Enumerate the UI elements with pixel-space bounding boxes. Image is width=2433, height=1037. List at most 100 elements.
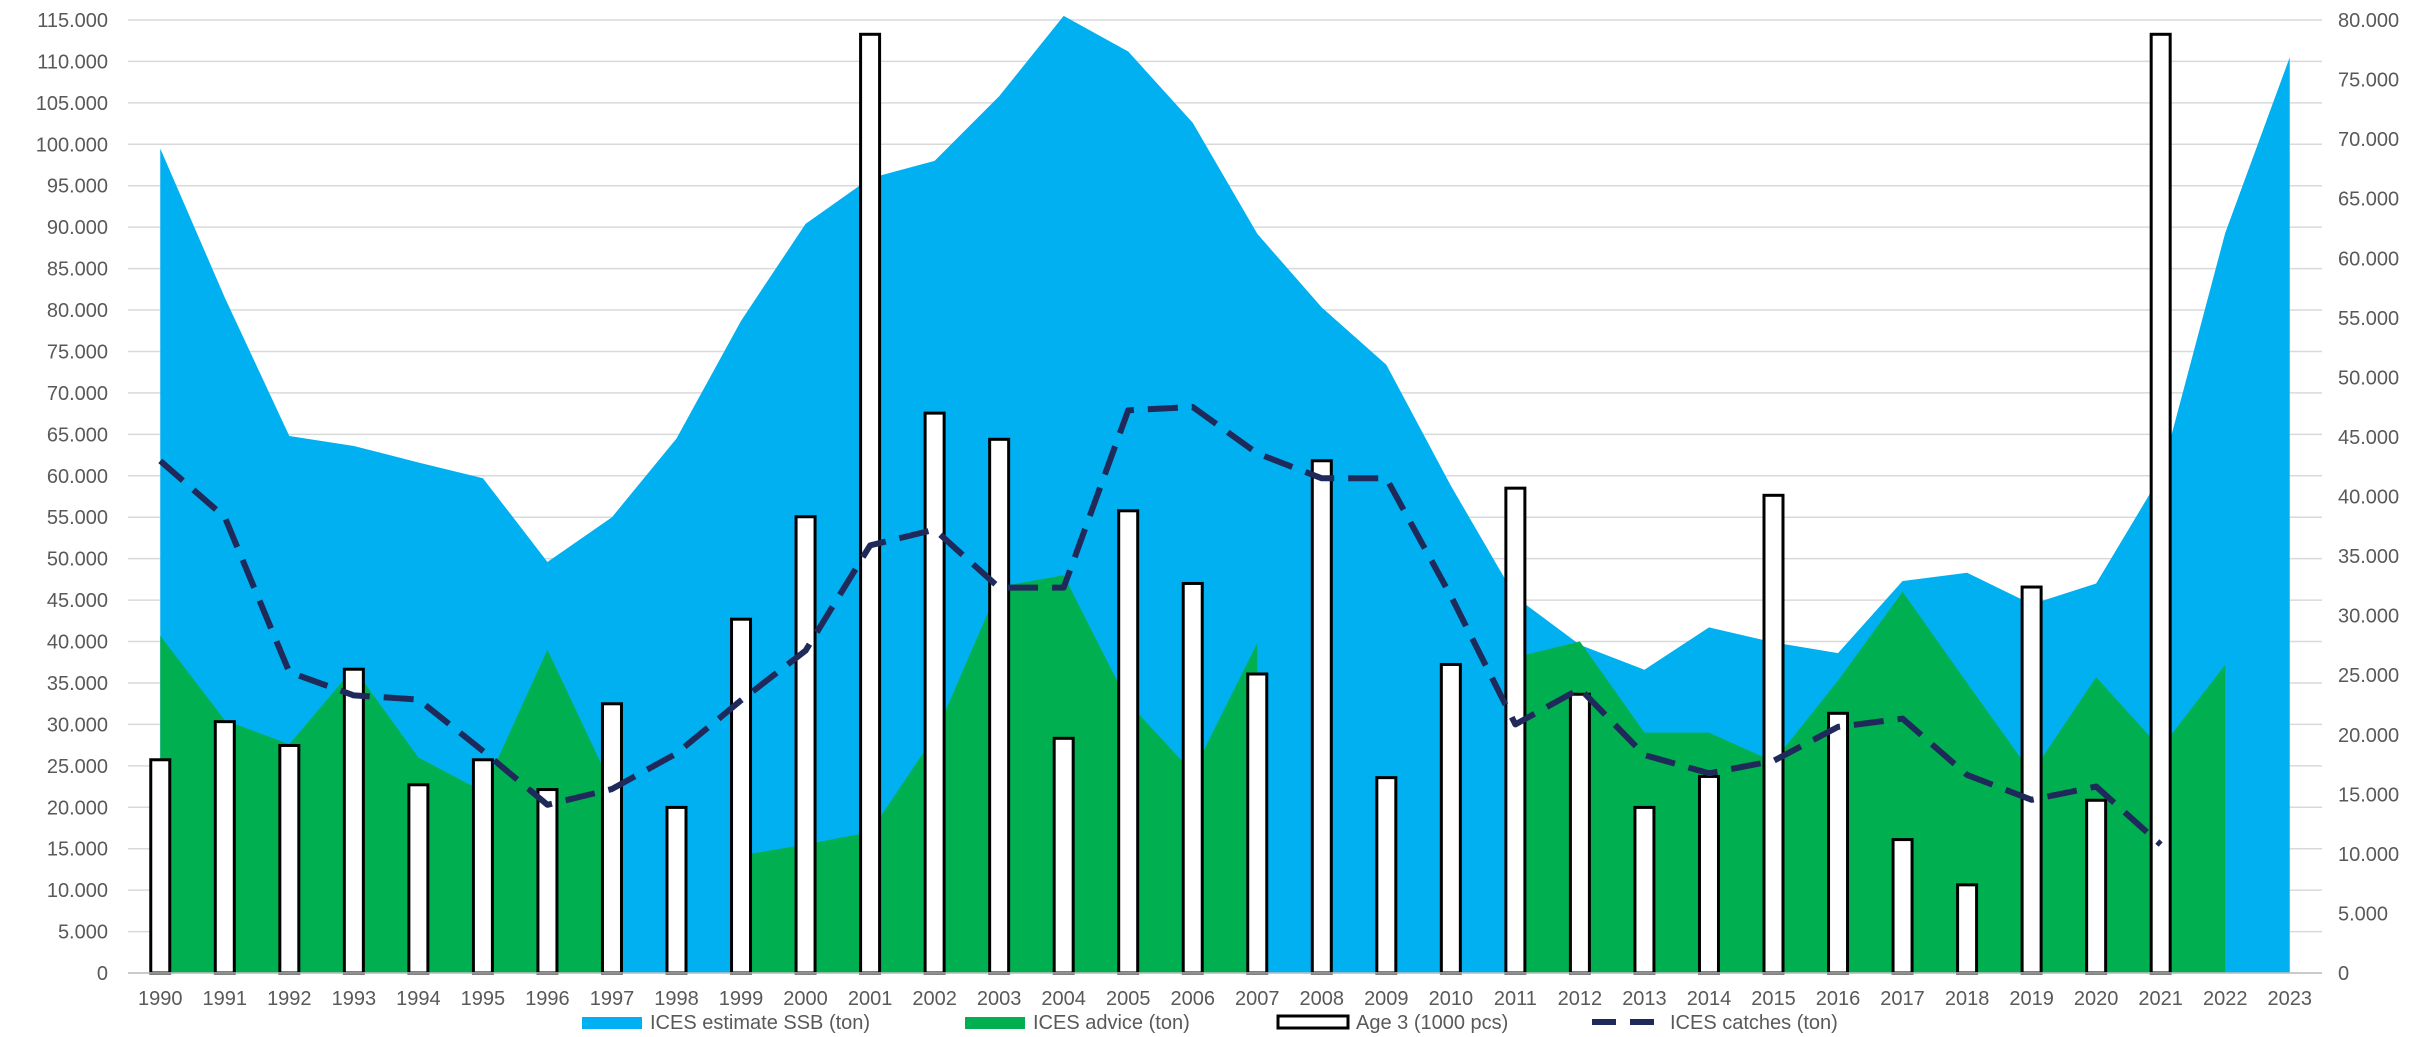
left-axis-tick-label: 115.000: [37, 10, 108, 32]
x-axis-tick-label: 2017: [1880, 988, 1925, 1010]
bar-age3-2016: [1827, 711, 1850, 975]
x-axis-tick-label: 2014: [1687, 988, 1732, 1010]
x-axis-tick-label: 1991: [203, 988, 248, 1010]
left-axis-tick-label: 110.000: [37, 51, 108, 73]
x-axis-tick-label: 2019: [2009, 988, 2054, 1010]
right-axis-tick-label: 25.000: [2338, 665, 2399, 687]
legend-label: ICES estimate SSB (ton): [650, 1012, 870, 1034]
left-axis-tick-label: 10.000: [47, 880, 108, 902]
bar-age3-1996: [536, 788, 559, 975]
right-axis-tick-label: 50.000: [2338, 367, 2399, 389]
x-axis-tick-label: 2002: [912, 988, 957, 1010]
left-axis-tick-label: 35.000: [47, 673, 108, 695]
bar-age3-2015: [1762, 493, 1785, 975]
x-axis-tick-label: 2018: [1945, 988, 1990, 1010]
x-axis-tick-label: 1994: [396, 988, 441, 1010]
right-axis-tick-label: 60.000: [2338, 248, 2399, 270]
right-axis-tick-label: 65.000: [2338, 189, 2399, 211]
bar-age3-2002: [923, 411, 946, 975]
legend-swatch: [1276, 1014, 1350, 1030]
x-axis-tick-label: 2003: [977, 988, 1022, 1010]
left-axis-tick-label: 30.000: [47, 714, 108, 736]
x-axis-tick-label: 2020: [2074, 988, 2119, 1010]
right-axis-tick-label: 10.000: [2338, 844, 2399, 866]
right-axis-tick-label: 35.000: [2338, 546, 2399, 568]
bar-age3-2011: [1504, 486, 1527, 975]
x-axis-tick-label: 1993: [332, 988, 377, 1010]
left-axis-tick-label: 90.000: [47, 217, 108, 239]
left-axis-tick-label: 105.000: [36, 93, 108, 115]
left-axis-tick-label: 40.000: [47, 632, 108, 654]
legend: ICES estimate SSB (ton) ICES advice (ton)…: [582, 1012, 1838, 1034]
x-axis-tick-label: 2015: [1751, 988, 1796, 1010]
left-axis-tick-label: 25.000: [47, 756, 108, 778]
left-axis-tick-label: 100.000: [36, 134, 108, 156]
left-axis-tick-label: 15.000: [47, 839, 108, 861]
bar-age3-2013: [1633, 805, 1656, 975]
x-axis-tick-label: 1990: [138, 988, 183, 1010]
legend-label: Age 3 (1000 pcs): [1356, 1012, 1508, 1034]
left-axis-tick-label: 65.000: [47, 424, 108, 446]
bar-age3-2012: [1568, 692, 1591, 975]
area-advice: [160, 635, 612, 973]
bar-age3-2004: [1052, 736, 1075, 975]
x-axis-tick-label: 2008: [1300, 988, 1345, 1010]
bar-age3-2005: [1117, 509, 1140, 975]
x-axis-tick-label: 2013: [1622, 988, 1667, 1010]
legend-swatch: [582, 1017, 642, 1029]
x-axis-tick-label: 1992: [267, 988, 312, 1010]
x-axis-tick-label: 2007: [1235, 988, 1280, 1010]
bar-age3-2021: [2149, 32, 2172, 975]
bar-series: [149, 32, 2172, 975]
right-axis-tick-label: 40.000: [2338, 487, 2399, 509]
left-axis-tick-label: 20.000: [47, 797, 108, 819]
bar-age3-2017: [1891, 838, 1914, 975]
bar-age3-2020: [2085, 798, 2108, 975]
x-axis-tick-label: 2010: [1429, 988, 1474, 1010]
bar-age3-2010: [1439, 662, 1462, 975]
x-axis-tick-label: 2004: [1041, 988, 1086, 1010]
right-axis-tick-label: 55.000: [2338, 308, 2399, 330]
x-axis-tick-label: 2016: [1816, 988, 1861, 1010]
x-axis-tick-label: 2011: [1494, 988, 1537, 1010]
bar-age3-2001: [859, 32, 882, 975]
x-axis-tick-label: 2006: [1170, 988, 1215, 1010]
bar-age3-1998: [665, 805, 688, 975]
bar-age3-2007: [1246, 672, 1269, 975]
bar-age3-2000: [794, 515, 817, 975]
bar-age3-2014: [1697, 774, 1720, 975]
x-axis-tick-label: 2012: [1558, 988, 1603, 1010]
legend-label: ICES catches (ton): [1670, 1012, 1838, 1034]
right-axis-tick-label: 75.000: [2338, 70, 2399, 92]
bar-age3-1990: [149, 758, 172, 975]
left-axis-tick-label: 80.000: [47, 300, 108, 322]
left-axis-tick-label: 45.000: [47, 590, 108, 612]
bar-age3-1994: [407, 783, 430, 975]
bar-age3-1992: [278, 743, 301, 975]
x-axis-tick-label: 2009: [1364, 988, 1409, 1010]
x-axis-tick-label: 1997: [590, 988, 635, 1010]
bar-age3-1993: [342, 667, 365, 975]
bar-age3-1991: [213, 720, 236, 975]
bar-age3-2008: [1310, 459, 1333, 975]
line-catches: [158, 404, 2163, 847]
bar-age3-2006: [1181, 581, 1204, 975]
legend-label: ICES advice (ton): [1033, 1012, 1190, 1034]
right-axis-tick-label: 30.000: [2338, 606, 2399, 628]
x-axis-tick-label: 2005: [1106, 988, 1151, 1010]
x-axis-tick-label: 1998: [654, 988, 699, 1010]
x-axis-tick-label: 2000: [783, 988, 828, 1010]
left-axis-tick-label: 0: [97, 963, 108, 985]
left-axis-tick-label: 60.000: [47, 466, 108, 488]
x-axis-tick-label: 1995: [461, 988, 506, 1010]
x-axis-tick-label: 2023: [2267, 988, 2312, 1010]
x-axis-tick-label: 2022: [2203, 988, 2248, 1010]
bar-age3-2009: [1375, 776, 1398, 975]
left-axis-tick-label: 75.000: [47, 341, 108, 363]
left-axis-tick-label: 70.000: [47, 383, 108, 405]
axes: 0 5.000 10.000 15.000 20.000 25.000 30.000 35.0…: [36, 10, 2399, 1010]
right-axis-tick-label: 70.000: [2338, 129, 2399, 151]
bar-age3-1995: [471, 758, 494, 975]
right-axis-tick-label: 80.000: [2338, 10, 2399, 32]
left-axis-tick-label: 85.000: [47, 259, 108, 281]
